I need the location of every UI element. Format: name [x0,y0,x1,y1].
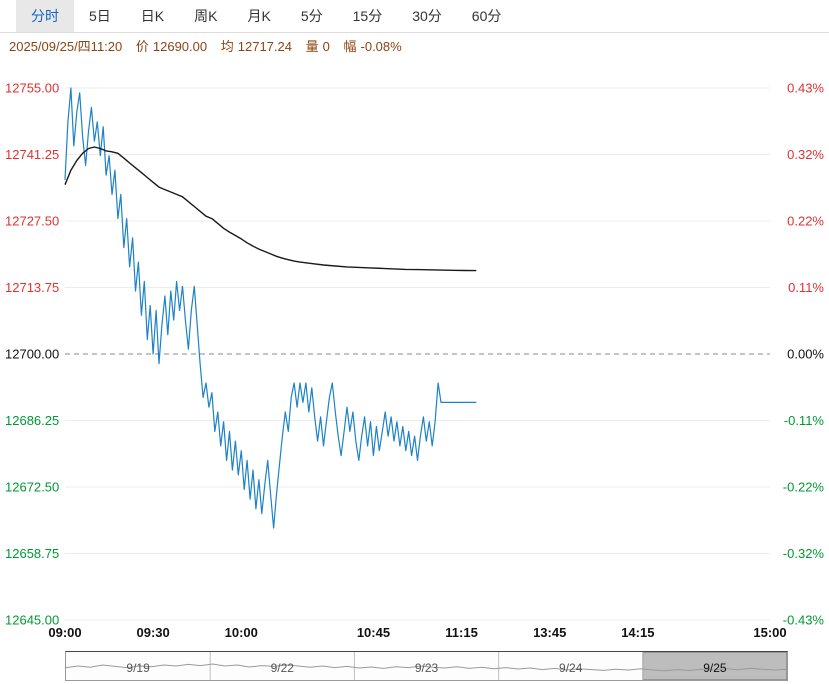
x-axis-time-label: 09:00 [48,625,81,640]
y-axis-percent-label: 0.43% [787,81,824,96]
tab-5day[interactable]: 5日 [89,8,111,24]
y-axis-percent-label: -0.22% [783,480,825,495]
navigator-date-label[interactable]: 9/24 [559,661,583,675]
avg-label: 均 [220,39,234,54]
x-axis-time-label: 14:15 [621,625,654,640]
price-label: 价 [135,39,149,54]
y-axis-price-label: 12672.50 [5,480,59,495]
x-axis-time-label: 13:45 [533,625,566,640]
x-axis-time-label: 10:00 [225,625,258,640]
y-axis-percent-label: -0.32% [783,546,825,561]
change-value: -0.08% [360,39,402,54]
avg-value: 12717.24 [237,39,292,54]
navigator-date-label[interactable]: 9/23 [415,661,439,675]
change-label: 幅 [343,39,357,54]
navigator-sparkline [65,663,788,672]
period-tabbar: 分时 5日 日K 周K 月K 5分 15分 30分 60分 [0,0,829,33]
y-axis-percent-label: 0.22% [787,214,824,229]
price-value: 12690.00 [152,39,208,54]
navigator-selection-box[interactable] [642,651,788,681]
y-axis-percent-label: -0.43% [783,613,825,628]
quote-datetime: 2025/09/25/四11:20 [9,39,123,54]
tab-month-k[interactable]: 月K [247,8,271,24]
tab-15min[interactable]: 15分 [352,8,383,24]
date-navigator[interactable]: 9/19 9/22 9/23 9/24 9/25 [65,651,788,681]
y-axis-price-label: 12727.50 [5,214,59,229]
y-axis-price-label: 12700.00 [5,347,59,362]
change-seg: 幅 -0.08% [344,39,402,54]
navigator-date-label[interactable]: 9/25 [703,661,727,675]
y-axis-price-label: 12755.00 [5,81,59,96]
tab-day-k[interactable]: 日K [140,8,165,24]
x-axis-time-label: 10:45 [357,625,390,640]
y-axis-percent-label: 0.00% [787,347,824,362]
price-seg: 价 12690.00 [136,39,207,54]
y-axis-percent-label: -0.11% [784,413,825,428]
tab-week-k[interactable]: 周K [194,8,218,24]
navigator-date-label[interactable]: 9/19 [126,661,150,675]
tab-60min[interactable]: 60分 [471,8,502,24]
intraday-chart-canvas[interactable]: 12755.00 0.43% 12741.25 0.32% 12727.50 0.22% 1… [0,62,829,650]
y-axis-price-label: 12686.25 [5,413,59,428]
average-line [64,146,477,272]
x-axis-time-label: 09:30 [137,625,170,640]
volume-label: 量 [305,39,319,54]
volume-value: 0 [322,39,330,54]
y-axis-percent-label: 0.32% [787,147,824,162]
y-axis-price-label: 12713.75 [5,280,59,295]
navigator-date-label[interactable]: 9/22 [271,661,295,675]
tab-fenshi[interactable]: 分时 [16,0,74,32]
x-axis-time-label: 11:15 [445,625,478,640]
date-navigator-canvas[interactable]: 9/19 9/22 9/23 9/24 9/25 [65,651,788,681]
x-axis-time-label: 15:00 [753,625,786,640]
y-axis-price-label: 12645.00 [5,613,59,628]
tab-30min[interactable]: 30分 [412,8,442,24]
y-axis-price-label: 12658.75 [5,546,59,561]
price-line [64,87,477,529]
y-axis-percent-label: 0.11% [788,280,824,295]
tab-5min[interactable]: 5分 [300,8,323,24]
avg-seg: 均 12717.24 [221,39,292,54]
y-axis-price-label: 12741.25 [5,147,59,162]
